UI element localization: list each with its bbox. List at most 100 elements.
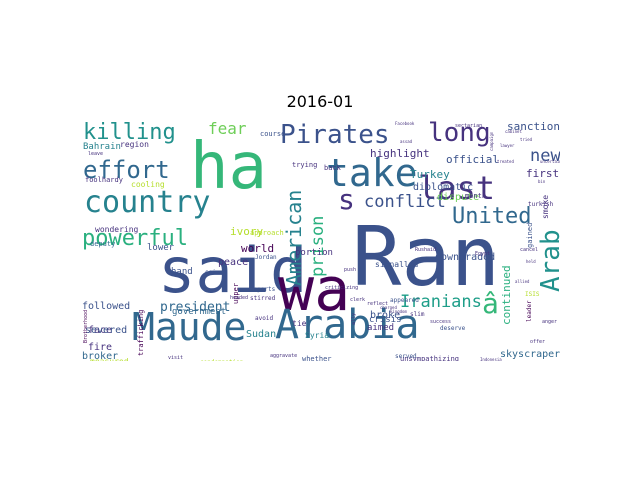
word-93: success [430, 319, 452, 325]
word-57: region [120, 140, 149, 149]
word-86: Rushaid [415, 247, 437, 253]
word-94: Egypt [475, 251, 491, 257]
word-33: face [88, 325, 113, 336]
word-56: Bahrain [83, 142, 121, 152]
word-112: assad [400, 139, 413, 144]
word-4: Maude [132, 305, 247, 349]
word-32: Sudan [246, 329, 277, 340]
word-74: avoid [255, 315, 274, 322]
word-64: deputy [90, 240, 116, 248]
word-78: condemnation [200, 360, 243, 362]
chart-title: 2016-01 [286, 92, 354, 111]
word-8: last [418, 169, 496, 207]
word-48: portion [295, 248, 333, 258]
word-44: downgraded [435, 252, 496, 263]
word-42: diplomatic [413, 182, 474, 193]
word-51: measured [90, 358, 129, 362]
word-113: bin [538, 179, 546, 184]
word-89: criticizing [325, 285, 359, 291]
word-98: Indonesia [480, 357, 502, 362]
word-77: deserve [440, 325, 466, 332]
word-115: held [526, 259, 536, 264]
word-1: said [158, 234, 308, 307]
word-103: leave [88, 151, 104, 157]
word-2: wa [278, 255, 351, 325]
word-25: Turkey [410, 168, 450, 181]
word-15: s [338, 183, 355, 216]
word-107: allied [515, 279, 530, 284]
word-0: Ran [352, 210, 501, 305]
word-99: kingdom [390, 309, 407, 314]
word-80: stirred [250, 295, 276, 302]
word-102: cabinet [505, 129, 522, 134]
word-65: approach [250, 229, 284, 237]
word-40: peace [218, 257, 249, 268]
word-29: first [526, 167, 560, 180]
word-55: cooling [131, 180, 165, 189]
word-76: served [395, 353, 417, 360]
word-81: seized [205, 269, 227, 276]
word-63: unsympathizing [400, 355, 460, 362]
word-68: leader [526, 299, 533, 322]
word-110: lawyer [500, 143, 515, 148]
word-37: continued [500, 265, 513, 326]
word-82: slim [410, 311, 425, 318]
word-38: followed [82, 301, 131, 312]
word-92: charged [380, 305, 397, 310]
word-45: broke [370, 310, 401, 321]
word-59: signalled [375, 260, 419, 269]
word-84: visit [168, 355, 184, 361]
word-18: American [282, 189, 306, 286]
word-105: treated [497, 159, 514, 164]
word-11: killing [83, 120, 176, 145]
word-24: president [160, 300, 231, 315]
word-61: foolhardy [85, 176, 123, 184]
word-73: Jordan [255, 254, 277, 261]
word-6: take [326, 151, 418, 195]
word-3: ha [190, 130, 268, 204]
word-90: clerk [350, 297, 366, 303]
word-53: Syria [305, 331, 330, 340]
word-83: aggravate [270, 353, 298, 359]
word-67: gained [526, 222, 534, 249]
word-19: conflict [364, 192, 446, 212]
word-26: highlight [370, 147, 430, 160]
word-97: push [344, 267, 357, 273]
word-30: ivory [230, 225, 264, 238]
word-27: official [446, 153, 499, 166]
word-cloud: Ran said wa ha Maude Arabia take country last Pir… [80, 120, 560, 361]
word-106: campaign [489, 131, 494, 152]
word-85: Brotherhood [83, 309, 89, 343]
word-14: powerful [82, 226, 188, 251]
word-47: crisis [369, 315, 402, 325]
word-20: Iranians [400, 292, 482, 312]
word-69: trying [292, 161, 318, 169]
word-17: Arab [536, 229, 560, 293]
word-109: tried [520, 137, 533, 142]
word-91: reflect [367, 301, 389, 307]
word-28: sanction [507, 120, 560, 133]
word-50: government [172, 307, 227, 317]
word-10: long [428, 120, 491, 148]
word-58: wondering [95, 225, 139, 234]
word-46: aimed [367, 323, 395, 333]
word-88: turkish [528, 201, 554, 208]
word-9: Pirates [280, 120, 390, 150]
word-12: effort [83, 156, 170, 184]
word-75: appeared [390, 297, 419, 304]
word-23: fear [208, 120, 247, 138]
word-54: tie [292, 319, 307, 328]
word-16: â [482, 287, 499, 320]
word-60: whether [302, 355, 332, 362]
word-108: Facebook [395, 121, 415, 126]
word-49: lower [147, 243, 175, 253]
word-31: world [241, 242, 275, 255]
word-70: back [324, 164, 341, 172]
word-21: prison [308, 215, 328, 278]
word-101: headed [230, 295, 249, 301]
word-96: anger [542, 319, 558, 325]
word-87: sectarian [455, 123, 483, 129]
word-66: month [465, 192, 487, 200]
word-34: fire [88, 342, 113, 353]
word-5: Arabia [275, 302, 420, 348]
